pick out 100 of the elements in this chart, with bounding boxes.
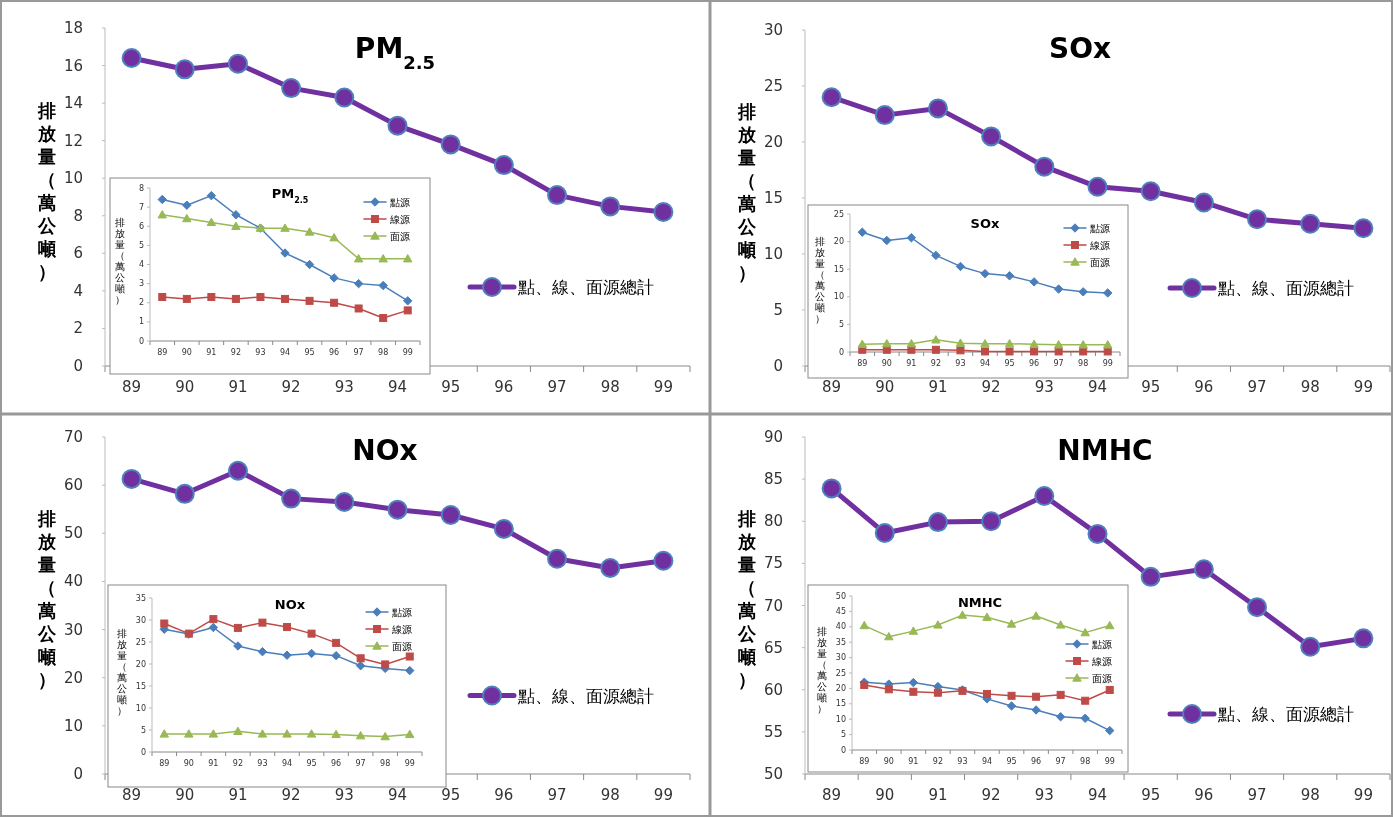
- point: [600, 196, 621, 217]
- point: [1080, 627, 1090, 637]
- point: [857, 339, 867, 348]
- point: [1005, 347, 1014, 356]
- x-tick-label: 99: [653, 786, 673, 804]
- chart-title: SOx: [1048, 32, 1112, 65]
- point: [355, 661, 366, 671]
- point: [1140, 566, 1161, 587]
- point: [1140, 181, 1161, 202]
- y-tick-label: 10: [835, 714, 846, 724]
- y-tick-label: 0: [73, 357, 83, 375]
- point: [874, 523, 895, 544]
- point: [1004, 339, 1015, 348]
- chart-title: NMHC: [957, 595, 1003, 610]
- y-tick-label: 10: [63, 716, 83, 735]
- point: [334, 87, 355, 108]
- point: [306, 729, 317, 738]
- y-tick-label: 15: [833, 264, 844, 274]
- y-tick-label: 8: [138, 183, 144, 193]
- legend-label: 面源: [1092, 672, 1112, 684]
- x-tick-label: 96: [331, 759, 342, 768]
- point: [957, 610, 968, 619]
- y-tick-label: 65: [763, 638, 783, 657]
- x-tick-label: 91: [908, 757, 919, 766]
- point: [956, 346, 965, 355]
- y-tick-label: 4: [138, 260, 144, 269]
- point: [231, 210, 241, 220]
- point: [882, 235, 892, 246]
- y-tick-label: 20: [63, 668, 83, 687]
- point: [547, 548, 568, 569]
- point: [821, 478, 842, 499]
- y-tick-label: 30: [63, 620, 83, 639]
- point: [440, 134, 461, 155]
- x-tick-label: 91: [928, 786, 948, 804]
- y-tick-label: 60: [63, 476, 83, 495]
- x-tick-label: 90: [875, 378, 895, 396]
- point: [440, 504, 461, 525]
- y-tick-label: 5: [838, 319, 844, 329]
- point: [157, 210, 167, 219]
- legend-label: 面源: [392, 640, 412, 652]
- legend-label: 線源: [391, 623, 412, 635]
- x-tick-label: 91: [228, 378, 248, 396]
- x-tick-label: 97: [353, 348, 364, 357]
- x-tick-label: 95: [1141, 786, 1161, 804]
- x-tick-label: 96: [494, 378, 514, 396]
- x-tick-label: 96: [1194, 786, 1214, 804]
- x-tick-label: 94: [281, 759, 293, 768]
- x-tick-label: 91: [208, 759, 219, 768]
- point: [159, 729, 169, 738]
- y-tick-label: 50: [835, 591, 846, 601]
- point: [182, 200, 192, 210]
- point: [1087, 176, 1108, 197]
- point: [821, 87, 842, 108]
- x-tick-label: 93: [955, 359, 966, 368]
- y-tick-label: 10: [833, 292, 844, 302]
- point: [981, 511, 1002, 532]
- y-tick-label: 50: [763, 765, 783, 783]
- x-tick-label: 98: [1078, 359, 1089, 368]
- x-tick-label: 97: [547, 378, 567, 396]
- x-tick-label: 90: [175, 786, 195, 804]
- y-tick-label: 20: [835, 683, 846, 693]
- point: [227, 53, 248, 74]
- point: [1055, 712, 1066, 722]
- point: [909, 687, 918, 696]
- point: [1053, 340, 1064, 349]
- y-axis-title: 排放量（萬公噸）: [815, 235, 825, 324]
- legend-label: 線源: [1089, 239, 1110, 251]
- chart-title: NOx: [352, 434, 418, 467]
- point: [1081, 696, 1090, 705]
- y-tick-label: 20: [763, 133, 783, 151]
- y-axis-title: 排放量（萬公噸）: [37, 508, 57, 690]
- x-tick-label: 95: [1006, 757, 1017, 766]
- y-tick-label: 25: [833, 209, 844, 219]
- x-tick-label: 95: [306, 759, 317, 768]
- x-tick-label: 89: [122, 378, 142, 396]
- x-tick-label: 92: [932, 757, 943, 766]
- y-tick-label: 70: [63, 428, 83, 446]
- point: [329, 233, 339, 242]
- x-tick-label: 97: [1053, 359, 1064, 368]
- point: [1006, 619, 1017, 628]
- x-tick-label: 96: [1029, 359, 1040, 368]
- y-tick-label: 50: [63, 524, 83, 543]
- y-tick-label: 75: [763, 554, 783, 573]
- point: [281, 294, 289, 303]
- y-tick-label: 2: [138, 298, 144, 308]
- point: [1029, 339, 1039, 348]
- chart-title: NOx: [274, 597, 306, 612]
- point: [931, 345, 940, 354]
- y-tick-label: 14: [63, 94, 83, 113]
- point: [1080, 713, 1090, 723]
- y-tick-label: 35: [835, 637, 846, 647]
- point: [931, 335, 941, 344]
- y-tick-label: 5: [773, 301, 783, 319]
- point: [356, 654, 365, 663]
- point: [1300, 213, 1321, 234]
- y-axis-title: 排放量（萬公噸）: [737, 508, 757, 690]
- point: [874, 105, 895, 126]
- point: [1078, 340, 1088, 349]
- point: [305, 296, 314, 305]
- legend-label: 點源: [389, 196, 410, 208]
